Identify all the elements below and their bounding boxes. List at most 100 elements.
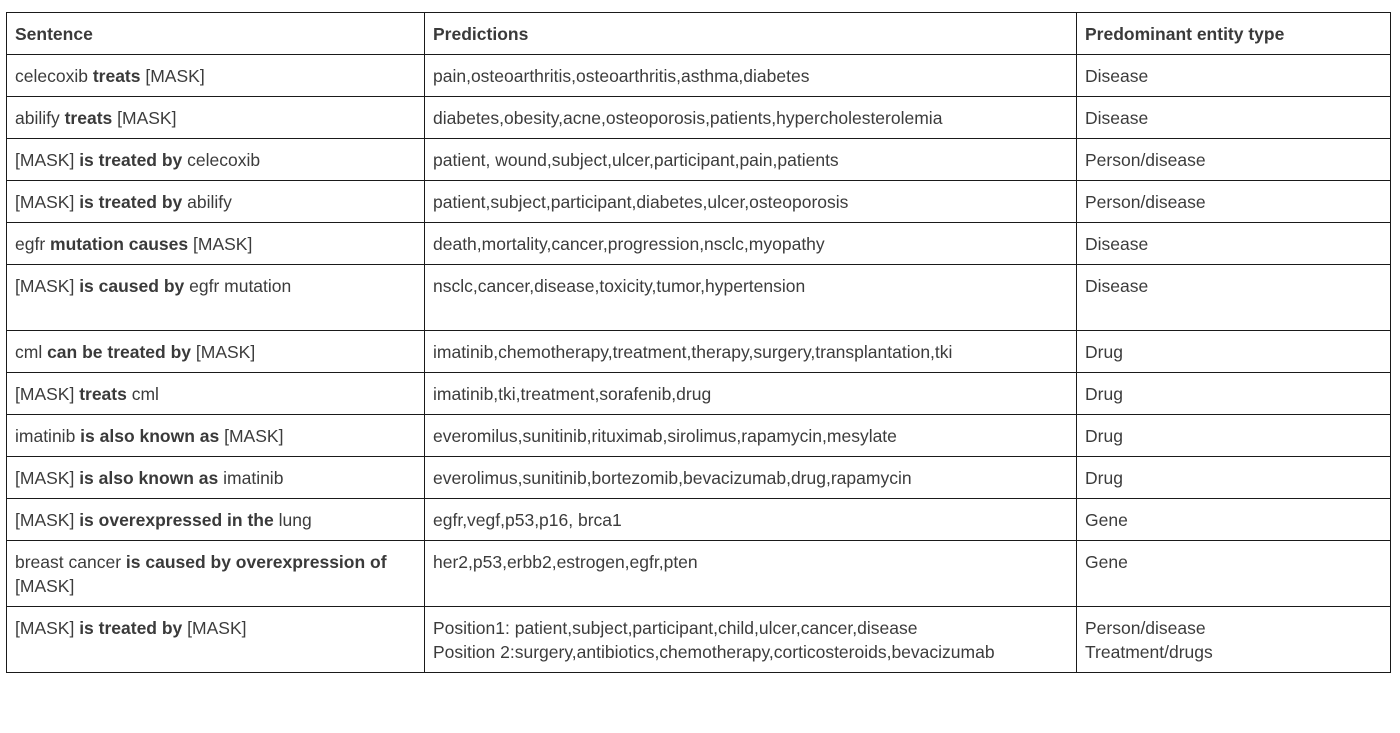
prediction-text: everolimus,sunitinib,bortezomib,bevacizu… [433, 468, 912, 488]
entity-type-text: Gene [1085, 552, 1128, 572]
entity-type-text: Person/disease [1085, 192, 1206, 212]
header-sentence: Sentence [6, 12, 425, 55]
table-row: [MASK] is caused by egfr mutation nsclc,c… [6, 264, 1391, 331]
predictions-cell: imatinib,tki,treatment,sorafenib,drug [424, 372, 1077, 415]
sentence-fragment: [MASK] [15, 150, 80, 170]
entity-type-cell: Disease [1076, 264, 1391, 331]
entity-type-text: Drug [1085, 426, 1123, 446]
entity-type-text: Drug [1085, 384, 1123, 404]
sentence-fragment: [MASK] [182, 618, 247, 638]
sentence-relation: is caused by [79, 276, 185, 296]
table-row: [MASK] is treated by abilify patient,subj… [6, 180, 1391, 223]
table-row: cml can be treated by [MASK] imatinib,che… [6, 330, 1391, 373]
sentence-relation: treats [79, 384, 127, 404]
table-row: egfr mutation causes [MASK] death,mortali… [6, 222, 1391, 265]
sentence-cell: [MASK] is caused by egfr mutation [6, 264, 425, 331]
table-row: celecoxib treats [MASK] pain,osteoarthrit… [6, 54, 1391, 97]
entity-type-text: Disease [1085, 108, 1149, 128]
entity-type-cell: Person/disease [1076, 180, 1391, 223]
sentence-fragment: egfr [15, 234, 51, 254]
prediction-text: imatinib,tki,treatment,sorafenib,drug [433, 384, 712, 404]
sentence-fragment: lung [273, 510, 312, 530]
entity-type-cell: Drug [1076, 456, 1391, 499]
prediction-text: nsclc,cancer,disease,toxicity,tumor,hype… [433, 276, 806, 296]
entity-type-cell: Gene [1076, 540, 1391, 607]
predictions-cell: Position1: patient,subject,participant,c… [424, 606, 1077, 673]
predictions-cell: egfr,vegf,p53,p16, brca1 [424, 498, 1077, 541]
prediction-text: egfr,vegf,p53,p16, brca1 [433, 510, 622, 530]
entity-type-text: Disease [1085, 66, 1149, 86]
table-row: breast cancer is caused by overexpressio… [6, 540, 1391, 607]
predictions-cell: patient, wound,subject,ulcer,participant… [424, 138, 1077, 181]
entity-type-text: Disease [1085, 234, 1149, 254]
table-row: [MASK] is treated by [MASK] Position1: pa… [6, 606, 1391, 673]
entity-type-text: Disease [1085, 276, 1149, 296]
table-container: Sentence Predictions Predominant entity … [6, 12, 1391, 673]
sentence-fragment: cml [15, 342, 48, 362]
predictions-cell: death,mortality,cancer,progression,nsclc… [424, 222, 1077, 265]
entity-type-cell: Drug [1076, 414, 1391, 457]
sentence-cell: [MASK] is overexpressed in the lung [6, 498, 425, 541]
sentence-relation: is treated by [79, 150, 183, 170]
sentence-relation: is overexpressed in the [79, 510, 274, 530]
entity-type-cell: Disease [1076, 54, 1391, 97]
prediction-text: her2,p53,erbb2,estrogen,egfr,pten [433, 552, 698, 572]
sentence-cell: imatinib is also known as [MASK] [6, 414, 425, 457]
entity-type-cell: Disease [1076, 222, 1391, 265]
sentence-relation: is treated by [79, 192, 183, 212]
sentence-fragment: [MASK] [140, 66, 205, 86]
table-row: imatinib is also known as [MASK] everomil… [6, 414, 1391, 457]
entity-type-text: Gene [1085, 510, 1128, 530]
table-row: [MASK] is overexpressed in the lung egfr,… [6, 498, 1391, 541]
prediction-text: patient, wound,subject,ulcer,participant… [433, 150, 839, 170]
sentence-fragment: imatinib [15, 426, 81, 446]
entity-type-text: Person/disease [1085, 150, 1206, 170]
sentence-fragment: [MASK] [191, 342, 256, 362]
predictions-cell: nsclc,cancer,disease,toxicity,tumor,hype… [424, 264, 1077, 331]
sentence-relation: is also known as [80, 426, 220, 446]
header-row: Sentence Predictions Predominant entity … [6, 12, 1391, 55]
sentence-fragment: [MASK] [15, 276, 80, 296]
sentence-cell: [MASK] is treated by [MASK] [6, 606, 425, 673]
prediction-text: Position 2:surgery,antibiotics,chemother… [433, 642, 995, 662]
sentence-fragment: [MASK] [219, 426, 284, 446]
prediction-text: death,mortality,cancer,progression,nsclc… [433, 234, 825, 254]
entity-type-cell: Drug [1076, 372, 1391, 415]
entity-type-text: Drug [1085, 342, 1123, 362]
table-row: [MASK] is treated by celecoxib patient, w… [6, 138, 1391, 181]
sentence-relation: treats [92, 66, 141, 86]
sentence-fragment: breast cancer [15, 552, 126, 572]
table-row: [MASK] is also known as imatinib everolim… [6, 456, 1391, 499]
entity-type-text: Person/disease [1085, 618, 1206, 638]
predictions-cell: her2,p53,erbb2,estrogen,egfr,pten [424, 540, 1077, 607]
predictions-cell: everolimus,sunitinib,bortezomib,bevacizu… [424, 456, 1077, 499]
sentence-relation: is caused by overexpression of [125, 552, 387, 572]
table-header: Sentence Predictions Predominant entity … [6, 12, 1391, 55]
sentence-fragment: imatinib [218, 468, 284, 488]
sentence-fragment: [MASK] [15, 192, 80, 212]
entity-type-cell: Gene [1076, 498, 1391, 541]
sentence-fragment: celecoxib [15, 66, 93, 86]
sentence-relation: treats [64, 108, 113, 128]
sentence-fragment: egfr mutation [184, 276, 292, 296]
prediction-text: everomilus,sunitinib,rituximab,sirolimus… [433, 426, 897, 446]
predictions-table: Sentence Predictions Predominant entity … [6, 12, 1391, 673]
predictions-cell: patient,subject,participant,diabetes,ulc… [424, 180, 1077, 223]
prediction-text: diabetes,obesity,acne,osteoporosis,patie… [433, 108, 943, 128]
sentence-relation: is treated by [79, 618, 183, 638]
entity-type-cell: Person/disease Treatment/drugs [1076, 606, 1391, 673]
prediction-text: imatinib,chemotherapy,treatment,therapy,… [433, 342, 953, 362]
prediction-text: pain,osteoarthritis,osteoarthritis,asthm… [433, 66, 810, 86]
sentence-relation: mutation causes [50, 234, 189, 254]
table-row: abilify treats [MASK] diabetes,obesity,ac… [6, 96, 1391, 139]
entity-type-cell: Person/disease [1076, 138, 1391, 181]
entity-type-text: Treatment/drugs [1085, 642, 1213, 662]
sentence-fragment: abilify [182, 192, 232, 212]
predictions-cell: imatinib,chemotherapy,treatment,therapy,… [424, 330, 1077, 373]
sentence-cell: celecoxib treats [MASK] [6, 54, 425, 97]
sentence-cell: [MASK] treats cml [6, 372, 425, 415]
sentence-fragment: [MASK] [112, 108, 177, 128]
sentence-cell: breast cancer is caused by overexpressio… [6, 540, 425, 607]
sentence-fragment: [MASK] [15, 618, 80, 638]
sentence-fragment: abilify [15, 108, 65, 128]
